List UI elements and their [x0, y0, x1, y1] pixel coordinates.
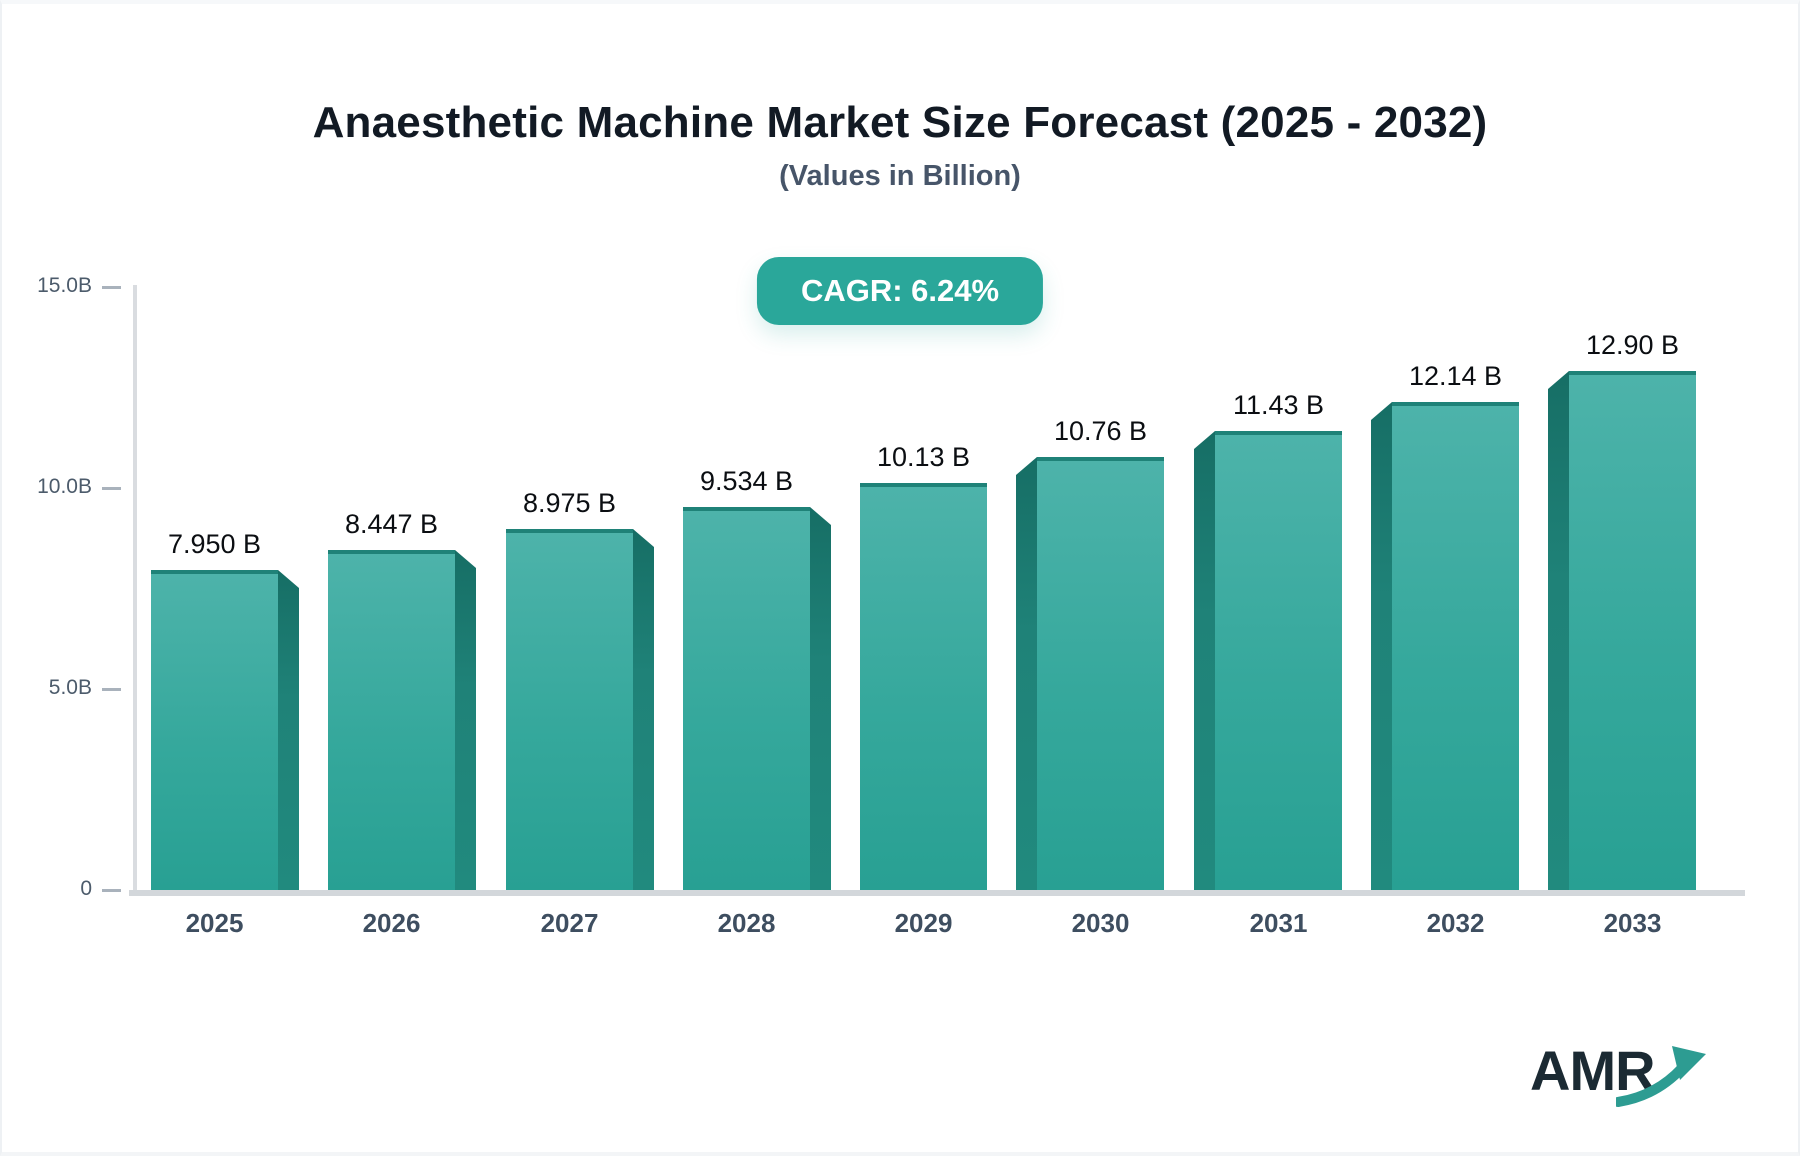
bar-value-label-2025: 7.950 B	[167, 529, 262, 559]
x-axis-label-2029: 2029	[894, 908, 953, 938]
y-axis-line	[133, 285, 137, 894]
cagr-badge: CAGR: 6.24%	[756, 257, 1044, 325]
chart-title: Anaesthetic Machine Market Size Forecast…	[312, 98, 1488, 147]
y-axis-tick-label: 5.0B	[48, 676, 92, 699]
bar-group-2028: 9.534 B 2028	[683, 287, 831, 938]
chart-subtitle: (Values in Billion)	[779, 160, 1021, 192]
bar-value-label-2027: 8.975 B	[522, 488, 617, 518]
y-axis-tick-5.0B	[102, 688, 121, 691]
y-axis-tick-10.0B	[102, 487, 121, 490]
y-axis-tick-label: 0	[80, 877, 92, 900]
x-axis-label-2027: 2027	[540, 908, 599, 938]
bar-3d-side-2030	[1016, 457, 1037, 890]
bar-2030	[1037, 457, 1164, 890]
bar-value-label-2029: 10.13 B	[876, 442, 971, 472]
x-axis-label-2033: 2033	[1603, 908, 1662, 938]
y-axis-tick-0	[102, 889, 121, 892]
bar-2033	[1569, 371, 1696, 890]
bar-group-2025: 7.950 B 2025	[151, 287, 299, 938]
bar-value-label-2026: 8.447 B	[344, 509, 439, 539]
plot-area: 7.950 B 2025 8.447 B 2026 8.975 B 2027 9.534 B…	[151, 287, 1696, 938]
bar-value-label-2033: 12.90 B	[1585, 330, 1680, 360]
bar-2032	[1392, 402, 1519, 890]
bar-value-label-2032: 12.14 B	[1408, 361, 1503, 391]
x-axis-label-2025: 2025	[185, 908, 244, 938]
bar-group-2027: 8.975 B 2027	[506, 287, 654, 938]
bar-group-2031: 11.43 B 2031	[1194, 287, 1342, 938]
bar-group-2026: 8.447 B 2026	[328, 287, 476, 938]
bar-3d-side-2026	[455, 550, 476, 890]
bar-3d-side-2031	[1194, 431, 1215, 890]
bar-group-2030: 10.76 B 2030	[1016, 287, 1164, 938]
bar-2028	[683, 507, 810, 890]
bar-3d-side-2033	[1548, 371, 1569, 890]
bar-value-label-2031: 11.43 B	[1232, 390, 1325, 420]
bar-2027	[506, 529, 633, 890]
bar-2029	[860, 483, 987, 890]
x-axis-label-2028: 2028	[717, 908, 776, 938]
bar-3d-side-2028	[810, 507, 831, 890]
y-axis-tick-15.0B	[102, 286, 121, 289]
bar-group-2032: 12.14 B 2032	[1371, 287, 1519, 938]
bar-2031	[1215, 431, 1342, 890]
bar-value-label-2028: 9.534 B	[699, 466, 794, 496]
bar-3d-side-2027	[633, 529, 654, 890]
logo-text: AMR	[1530, 1039, 1656, 1102]
bar-2025	[151, 570, 278, 890]
x-axis-label-2032: 2032	[1426, 908, 1485, 938]
x-axis-line	[129, 890, 1745, 896]
bar-3d-side-2032	[1371, 402, 1392, 890]
bar-value-label-2030: 10.76 B	[1053, 416, 1148, 446]
bar-3d-side-2025	[278, 570, 299, 890]
bar-2026	[328, 550, 455, 890]
bar-group-2033: 12.90 B 2033	[1548, 287, 1696, 938]
bar-group-2029: 10.13 B 2029	[860, 287, 987, 938]
x-axis-label-2031: 2031	[1249, 908, 1308, 938]
amr-logo: AMR	[1530, 1038, 1715, 1110]
y-axis-tick-label: 10.0B	[37, 475, 92, 498]
x-axis-label-2026: 2026	[362, 908, 421, 938]
growth-arrow-icon	[1616, 1046, 1706, 1107]
y-axis-tick-label: 15.0B	[37, 274, 92, 297]
x-axis-label-2030: 2030	[1071, 908, 1130, 938]
